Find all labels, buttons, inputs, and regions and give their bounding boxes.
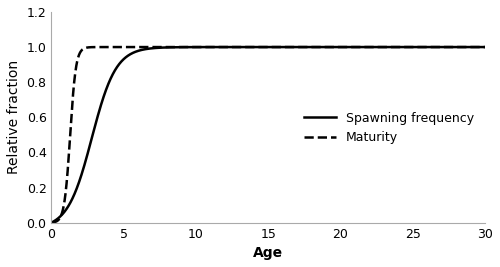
- Maturity: [390, 45, 396, 49]
- X-axis label: Age: Age: [253, 246, 284, 260]
- Maturity: [174, 45, 180, 49]
- Maturity: [470, 45, 476, 49]
- Maturity: [470, 45, 476, 49]
- Spawning frequency: [482, 45, 488, 49]
- Spawning frequency: [48, 221, 54, 224]
- Spawning frequency: [260, 45, 266, 49]
- Maturity: [260, 45, 266, 49]
- Maturity: [48, 221, 54, 224]
- Maturity: [248, 45, 254, 49]
- Line: Maturity: Maturity: [52, 47, 485, 223]
- Maturity: [482, 45, 488, 49]
- Spawning frequency: [470, 45, 476, 49]
- Legend: Spawning frequency, Maturity: Spawning frequency, Maturity: [300, 107, 479, 149]
- Maturity: [70, 88, 76, 91]
- Spawning frequency: [70, 195, 76, 198]
- Spawning frequency: [248, 45, 254, 49]
- Spawning frequency: [470, 45, 476, 49]
- Y-axis label: Relative fraction: Relative fraction: [7, 60, 21, 174]
- Spawning frequency: [390, 45, 396, 49]
- Line: Spawning frequency: Spawning frequency: [52, 47, 485, 223]
